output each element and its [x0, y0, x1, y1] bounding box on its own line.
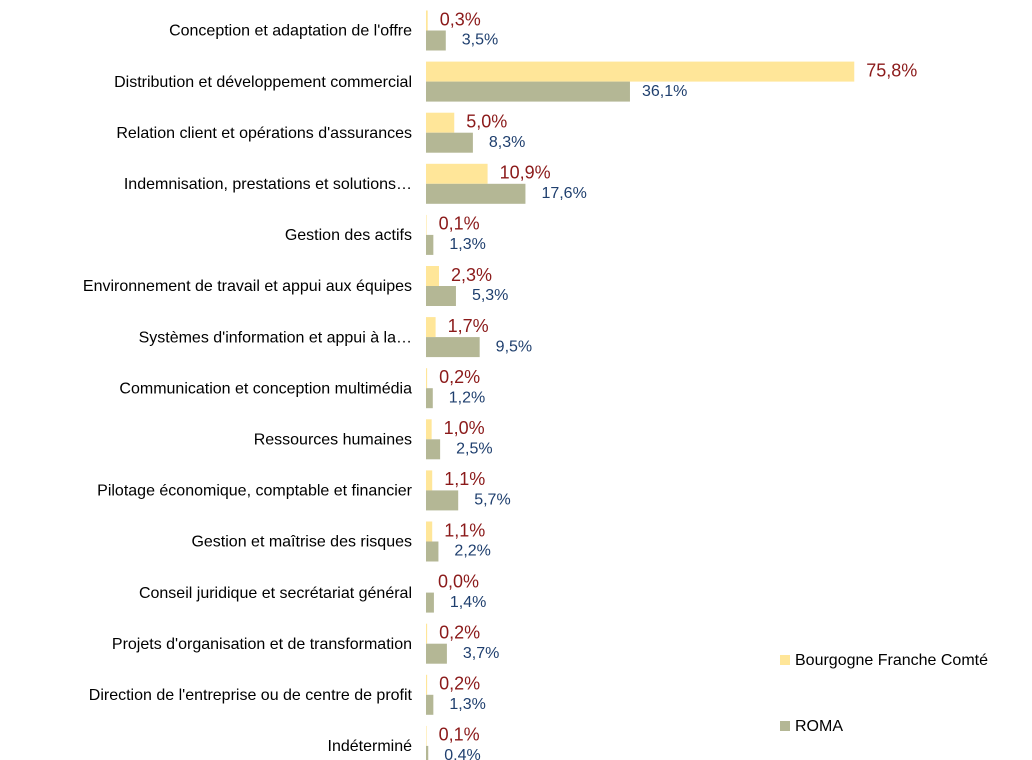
bar	[426, 10, 428, 31]
category-label: Ressources humaines	[254, 432, 412, 449]
bar	[426, 623, 428, 644]
bar	[426, 745, 429, 760]
bar	[426, 694, 434, 715]
value-label: 0,2%	[439, 622, 480, 642]
category-label: Conseil juridique et secrétariat général	[139, 585, 412, 602]
bar	[426, 214, 427, 235]
value-label: 5,3%	[472, 287, 508, 304]
category-label: Indéterminé	[328, 738, 413, 755]
value-label: 3,5%	[462, 32, 498, 49]
bar	[426, 266, 439, 286]
legend-label: ROMA	[795, 718, 843, 735]
legend-label: Bourgogne Franche Comté	[795, 652, 988, 669]
bar	[426, 163, 488, 184]
value-label: 9,5%	[496, 338, 532, 355]
value-label: 0,1%	[439, 725, 480, 745]
bar	[426, 725, 427, 746]
bar	[426, 30, 446, 51]
value-label: 3,7%	[463, 645, 499, 662]
legend-swatch	[780, 721, 790, 731]
bar	[426, 470, 433, 491]
bar	[426, 81, 630, 102]
category-label: Pilotage économique, comptable et financ…	[97, 483, 413, 500]
bar	[426, 183, 526, 204]
value-label: 0,4%	[444, 747, 480, 760]
value-label: 17,6%	[541, 185, 586, 202]
bar	[426, 132, 473, 153]
bar	[426, 368, 428, 389]
bar	[426, 388, 433, 409]
bar	[426, 419, 432, 440]
category-label: Relation client et opérations d'assuranc…	[116, 125, 412, 142]
value-label: 1,3%	[449, 696, 485, 713]
bar	[426, 541, 439, 562]
bar	[426, 234, 434, 255]
category-label: Conception et adaptation de l'offre	[169, 23, 412, 40]
bar	[426, 317, 436, 338]
value-label: 0,1%	[439, 214, 480, 234]
value-label: 8,3%	[489, 134, 525, 151]
bar	[426, 592, 434, 613]
category-label: Environnement de travail et appui aux éq…	[83, 278, 412, 295]
value-label: 1,1%	[444, 520, 485, 540]
value-label: 5,0%	[466, 111, 507, 131]
bar	[426, 674, 428, 695]
legend-swatch	[780, 655, 790, 665]
bar	[426, 337, 480, 358]
value-label: 1,7%	[448, 316, 489, 336]
category-label: Systèmes d'information et appui à la…	[139, 329, 412, 346]
value-label: 0,2%	[439, 367, 480, 387]
value-label: 1,2%	[449, 389, 485, 406]
value-label: 0,3%	[440, 9, 481, 29]
value-label: 2,2%	[454, 543, 490, 560]
value-label: 1,1%	[444, 469, 485, 489]
value-label: 2,5%	[456, 441, 492, 458]
value-label: 0,2%	[439, 674, 480, 694]
bar	[426, 643, 447, 664]
bar	[426, 439, 441, 460]
category-label: Direction de l'entreprise ou de centre d…	[89, 687, 413, 704]
category-label: Gestion et maîtrise des risques	[191, 534, 412, 551]
value-label: 0,0%	[438, 571, 479, 591]
category-label: Distribution et développement commercial	[114, 74, 412, 91]
category-label: Indemnisation, prestations et solutions…	[124, 176, 412, 193]
bar	[426, 490, 459, 511]
category-label: Communication et conception multimédia	[119, 380, 412, 397]
bar	[426, 112, 455, 133]
value-label: 1,4%	[450, 594, 486, 611]
category-label: Gestion des actifs	[285, 227, 412, 244]
bar	[426, 61, 855, 82]
value-label: 5,7%	[474, 492, 510, 509]
value-label: 75,8%	[866, 60, 917, 80]
value-label: 1,0%	[444, 418, 485, 438]
value-label: 1,3%	[449, 236, 485, 253]
category-label: Projets d'organisation et de transformat…	[112, 636, 412, 653]
value-label: 36,1%	[642, 83, 687, 100]
bar	[426, 521, 433, 542]
value-label: 2,3%	[451, 265, 492, 285]
value-label: 10,9%	[500, 163, 551, 183]
bar	[426, 286, 456, 306]
